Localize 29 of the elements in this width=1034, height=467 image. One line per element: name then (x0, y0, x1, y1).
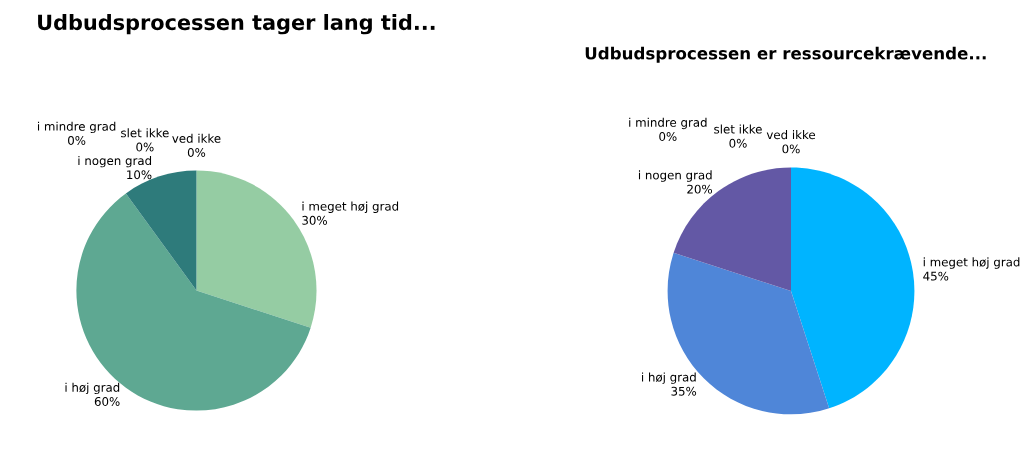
data-label: 35% (671, 386, 697, 396)
text: 0% (729, 138, 747, 148)
slice-label: i høj grad (642, 372, 696, 384)
category-label: ved ikke (172, 133, 221, 143)
category-label: ved ikke (766, 130, 816, 140)
chart-title: Udbudsprocessen tager lang tid... (38, 14, 435, 35)
text: 0% (136, 142, 154, 152)
pie-slice (667, 252, 830, 415)
data-label: 20% (687, 184, 713, 194)
category-label: i mindre grad (629, 117, 707, 130)
pie-slice (125, 170, 197, 291)
slice-label: i meget høj grad (923, 257, 1020, 269)
category-label: slet ikke (714, 124, 762, 134)
data-label: 60% (94, 397, 120, 406)
category-label: i mindre grad (37, 121, 116, 134)
slice-label: i nogen grad (638, 170, 712, 182)
text: 0% (68, 135, 86, 145)
pie-slice (791, 167, 915, 409)
slice-label: i høj grad (65, 382, 120, 395)
data-label: 30% (302, 215, 327, 225)
category-label: slet ikke (121, 128, 169, 138)
text: 0% (187, 148, 206, 157)
slice-label: i nogen grad (78, 155, 152, 168)
text: 0% (659, 132, 677, 141)
data-label: 45% (923, 271, 949, 281)
data-label: 10% (127, 170, 152, 180)
chart-title: Udbudsprocessen er ressourcekrævende... (585, 46, 986, 63)
slice-label: i meget høj grad (302, 201, 399, 213)
text: 0% (782, 144, 800, 154)
